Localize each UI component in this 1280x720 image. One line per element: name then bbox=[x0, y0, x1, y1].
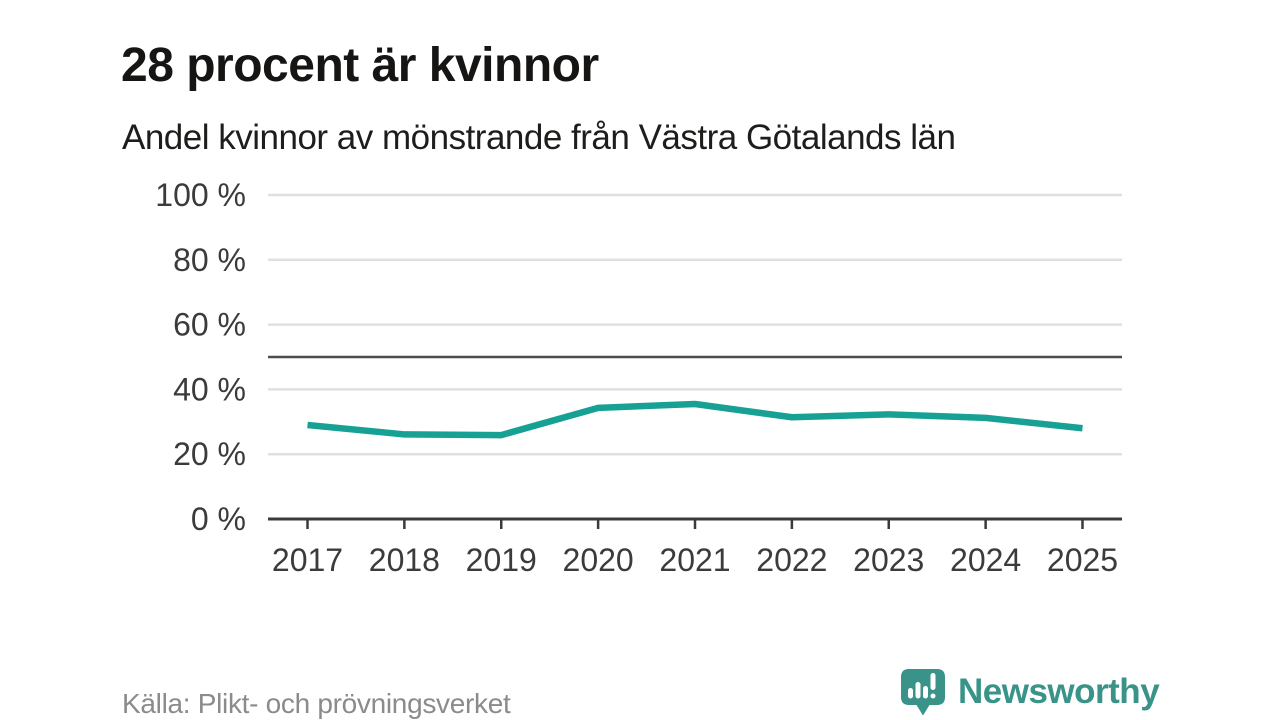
x-tick-label: 2023 bbox=[853, 542, 924, 578]
chart-subtitle: Andel kvinnor av mönstrande från Västra … bbox=[122, 118, 956, 157]
y-tick-label: 40 % bbox=[173, 371, 246, 407]
y-tick-label: 0 % bbox=[191, 501, 246, 537]
y-tick-label: 60 % bbox=[173, 307, 246, 343]
y-tick-label: 20 % bbox=[173, 436, 246, 472]
x-tick-label: 2022 bbox=[756, 542, 827, 578]
x-tick-label: 2025 bbox=[1047, 542, 1118, 578]
x-tick-label: 2021 bbox=[659, 542, 730, 578]
chart-title: 28 procent är kvinnor bbox=[121, 39, 599, 93]
x-tick-label: 2018 bbox=[369, 542, 440, 578]
x-tick-label: 2024 bbox=[950, 542, 1021, 578]
y-tick-label: 80 % bbox=[173, 242, 246, 278]
newsworthy-wordmark: Newsworthy bbox=[958, 672, 1160, 711]
x-tick-label: 2017 bbox=[272, 542, 343, 578]
exclamation-dot bbox=[930, 693, 936, 698]
x-tick-label: 2020 bbox=[563, 542, 634, 578]
source-attribution: Källa: Plikt- och prövningsverket bbox=[122, 688, 511, 719]
x-tick-label: 2019 bbox=[466, 542, 537, 578]
y-tick-label: 100 % bbox=[155, 177, 246, 213]
bar-chart-glyph bbox=[908, 672, 936, 698]
exclamation-bar bbox=[930, 672, 936, 690]
newsworthy-logo: Newsworthy bbox=[899, 666, 1160, 718]
data-line-andel-kvinnor bbox=[307, 400, 1083, 439]
newsworthy-icon bbox=[901, 668, 945, 715]
